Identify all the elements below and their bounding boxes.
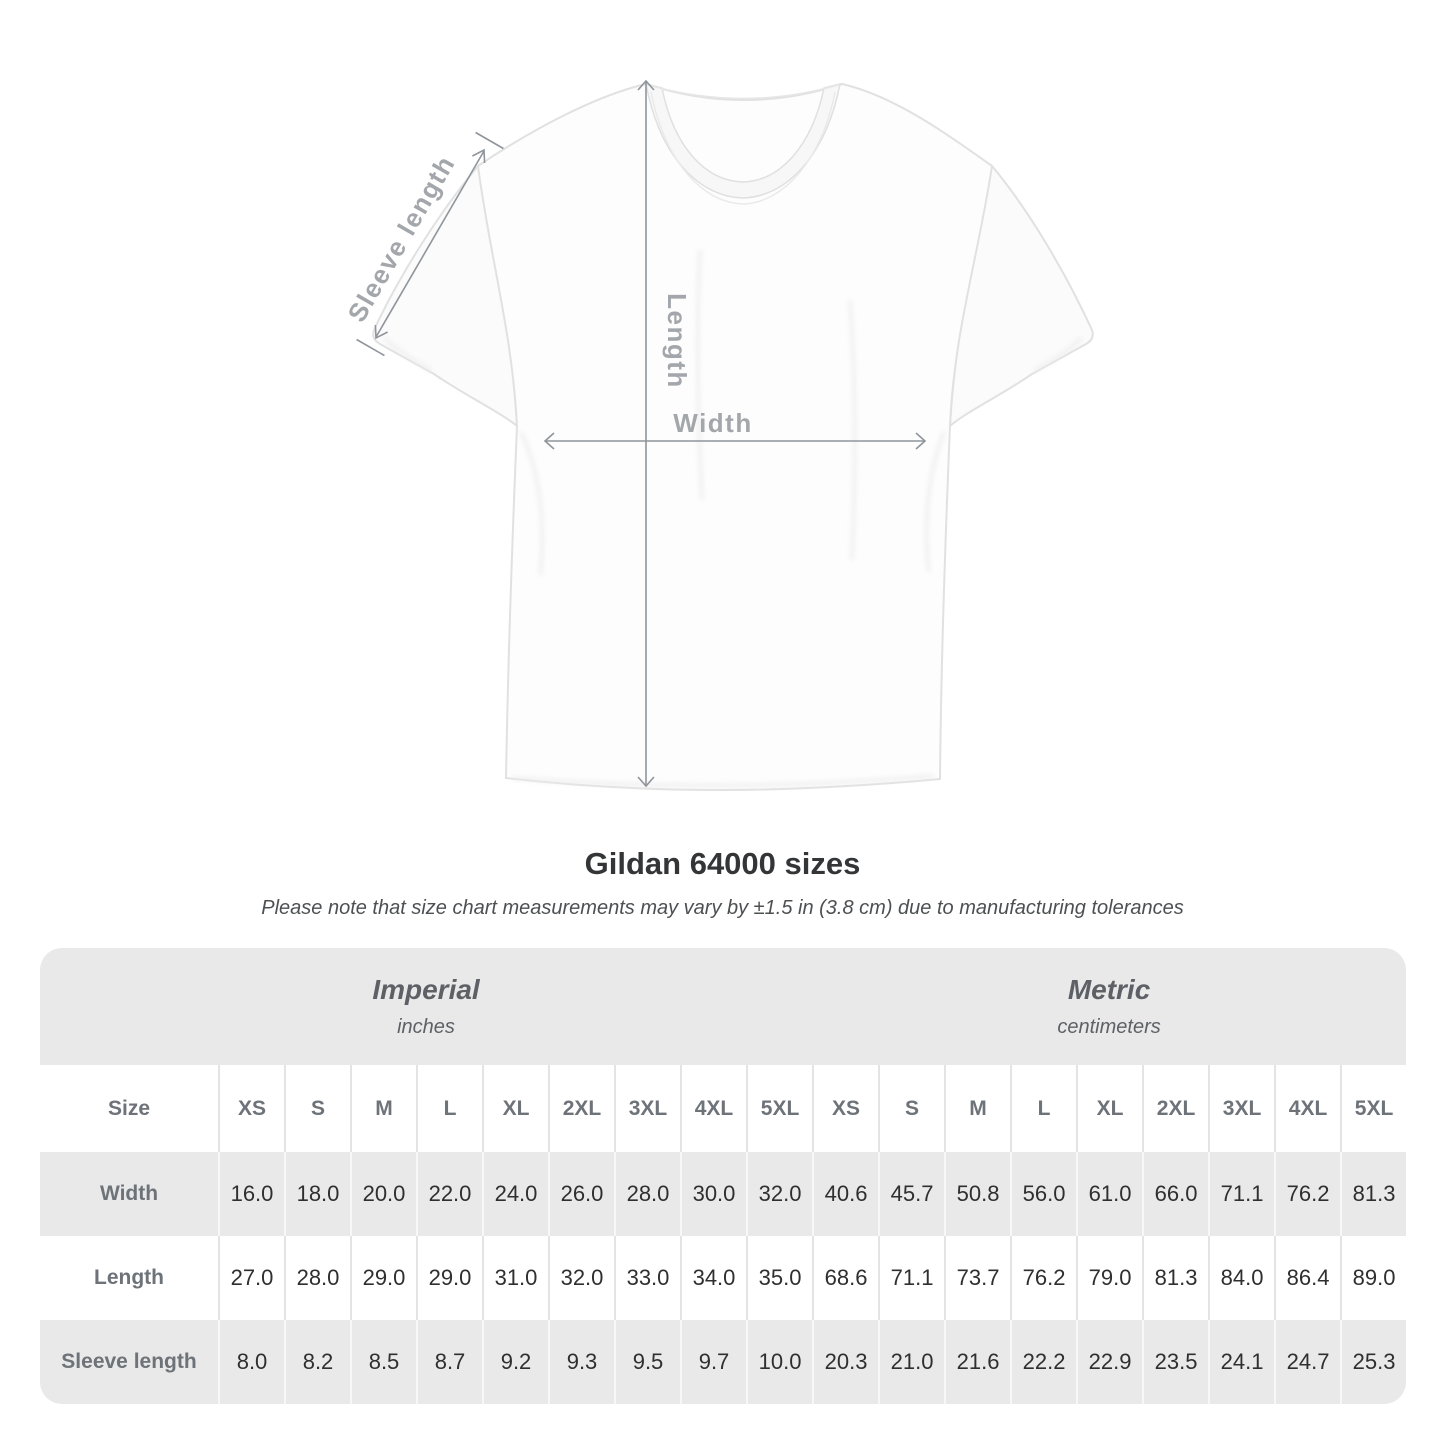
size-cell: 23.5 <box>1142 1320 1209 1404</box>
size-col-header: 3XL <box>1208 1065 1275 1152</box>
size-cell: 32.0 <box>548 1236 614 1320</box>
size-cell: 28.0 <box>284 1236 350 1320</box>
size-cell: 28.0 <box>614 1152 680 1236</box>
unit-group-imperial: Imperial inches <box>40 948 813 1065</box>
size-cell: 26.0 <box>548 1152 614 1236</box>
size-col-header: M <box>944 1065 1011 1152</box>
row-label-width: Width <box>40 1152 218 1236</box>
length-arrow <box>637 79 655 788</box>
size-cell: 9.5 <box>614 1320 680 1404</box>
imperial-label: Imperial <box>372 974 480 1005</box>
size-cell: 8.0 <box>218 1320 284 1404</box>
size-col-header: S <box>878 1065 945 1152</box>
size-col-header: 2XL <box>548 1065 614 1152</box>
size-col-header: XL <box>482 1065 548 1152</box>
size-cell: 45.7 <box>878 1152 945 1236</box>
size-cell: 76.2 <box>1010 1236 1077 1320</box>
size-col-header: S <box>284 1065 350 1152</box>
size-col-header: 3XL <box>614 1065 680 1152</box>
size-cell: 29.0 <box>350 1236 416 1320</box>
size-cell: 8.7 <box>416 1320 482 1404</box>
size-col-header: L <box>416 1065 482 1152</box>
size-cell: 30.0 <box>680 1152 746 1236</box>
size-cell: 73.7 <box>944 1236 1011 1320</box>
size-cell: 22.9 <box>1076 1320 1143 1404</box>
size-cell: 71.1 <box>1208 1152 1275 1236</box>
size-cell: 84.0 <box>1208 1236 1275 1320</box>
size-cell: 25.3 <box>1340 1320 1407 1404</box>
size-cell: 34.0 <box>680 1236 746 1320</box>
sleeve-length-row: Sleeve length 8.0 8.2 8.5 8.7 9.2 9.3 9.… <box>40 1320 1407 1404</box>
metric-sublabel: centimeters <box>1057 1016 1161 1038</box>
size-cell: 24.0 <box>482 1152 548 1236</box>
size-col-header: 5XL <box>746 1065 813 1152</box>
size-cell: 27.0 <box>218 1236 284 1320</box>
tshirt-figure: Sleeve length Length Width <box>341 79 1094 792</box>
size-chart-table: Imperial inches Metric centimeters Size … <box>40 948 1407 1404</box>
size-cell: 86.4 <box>1274 1236 1341 1320</box>
size-col-header: M <box>350 1065 416 1152</box>
size-cell: 29.0 <box>416 1236 482 1320</box>
size-cell: 56.0 <box>1010 1152 1077 1236</box>
size-cell: 9.7 <box>680 1320 746 1404</box>
sleeve-length-arrow <box>356 131 504 357</box>
size-col-header: 2XL <box>1142 1065 1209 1152</box>
size-cell: 24.7 <box>1274 1320 1341 1404</box>
size-cell: 79.0 <box>1076 1236 1143 1320</box>
tolerance-note: Please note that size chart measurements… <box>261 897 1184 919</box>
size-col-header: 4XL <box>680 1065 746 1152</box>
size-col-header: 4XL <box>1274 1065 1341 1152</box>
size-cell: 66.0 <box>1142 1152 1209 1236</box>
size-cell: 22.2 <box>1010 1320 1077 1404</box>
length-label: Length <box>662 293 692 389</box>
size-cell: 8.2 <box>284 1320 350 1404</box>
size-cell: 21.6 <box>944 1320 1011 1404</box>
size-cell: 9.2 <box>482 1320 548 1404</box>
size-cell: 61.0 <box>1076 1152 1143 1236</box>
size-cell: 76.2 <box>1274 1152 1341 1236</box>
size-cell: 20.3 <box>812 1320 879 1404</box>
size-cell: 50.8 <box>944 1152 1011 1236</box>
size-header-row: Size XS S M L XL 2XL 3XL 4XL 5XL XS S M … <box>40 1065 1407 1152</box>
size-cell: 8.5 <box>350 1320 416 1404</box>
length-row: Length 27.0 28.0 29.0 29.0 31.0 32.0 33.… <box>40 1236 1407 1320</box>
size-cell: 68.6 <box>812 1236 879 1320</box>
size-cell: 89.0 <box>1340 1236 1407 1320</box>
size-cell: 18.0 <box>284 1152 350 1236</box>
size-cell: 22.0 <box>416 1152 482 1236</box>
size-cell: 71.1 <box>878 1236 945 1320</box>
row-label-sleeve-length: Sleeve length <box>40 1320 218 1404</box>
size-col-header: XL <box>1076 1065 1143 1152</box>
width-row: Width 16.0 18.0 20.0 22.0 24.0 26.0 28.0… <box>40 1152 1407 1236</box>
size-col-header: XS <box>812 1065 879 1152</box>
tshirt-graphic <box>372 82 1094 792</box>
size-cell: 40.6 <box>812 1152 879 1236</box>
size-cell: 24.1 <box>1208 1320 1275 1404</box>
size-cell: 10.0 <box>746 1320 813 1404</box>
unit-header-row: Imperial inches Metric centimeters <box>40 948 1407 1065</box>
width-arrow <box>543 432 927 450</box>
size-cell: 31.0 <box>482 1236 548 1320</box>
row-label-length: Length <box>40 1236 218 1320</box>
size-cell: 32.0 <box>746 1152 813 1236</box>
size-cell: 35.0 <box>746 1236 813 1320</box>
size-row-header: Size <box>40 1065 218 1152</box>
size-col-header: XS <box>218 1065 284 1152</box>
metric-label: Metric <box>1067 974 1151 1005</box>
page-title: Gildan 64000 sizes <box>584 846 861 881</box>
size-cell: 81.3 <box>1142 1236 1209 1320</box>
size-cell: 81.3 <box>1340 1152 1407 1236</box>
size-cell: 33.0 <box>614 1236 680 1320</box>
size-cell: 16.0 <box>218 1152 284 1236</box>
size-cell: 9.3 <box>548 1320 614 1404</box>
unit-group-metric: Metric centimeters <box>812 948 1407 1065</box>
size-col-header: L <box>1010 1065 1077 1152</box>
size-col-header: 5XL <box>1340 1065 1407 1152</box>
width-label: Width <box>673 408 752 438</box>
size-cell: 21.0 <box>878 1320 945 1404</box>
imperial-sublabel: inches <box>397 1016 455 1038</box>
size-cell: 20.0 <box>350 1152 416 1236</box>
